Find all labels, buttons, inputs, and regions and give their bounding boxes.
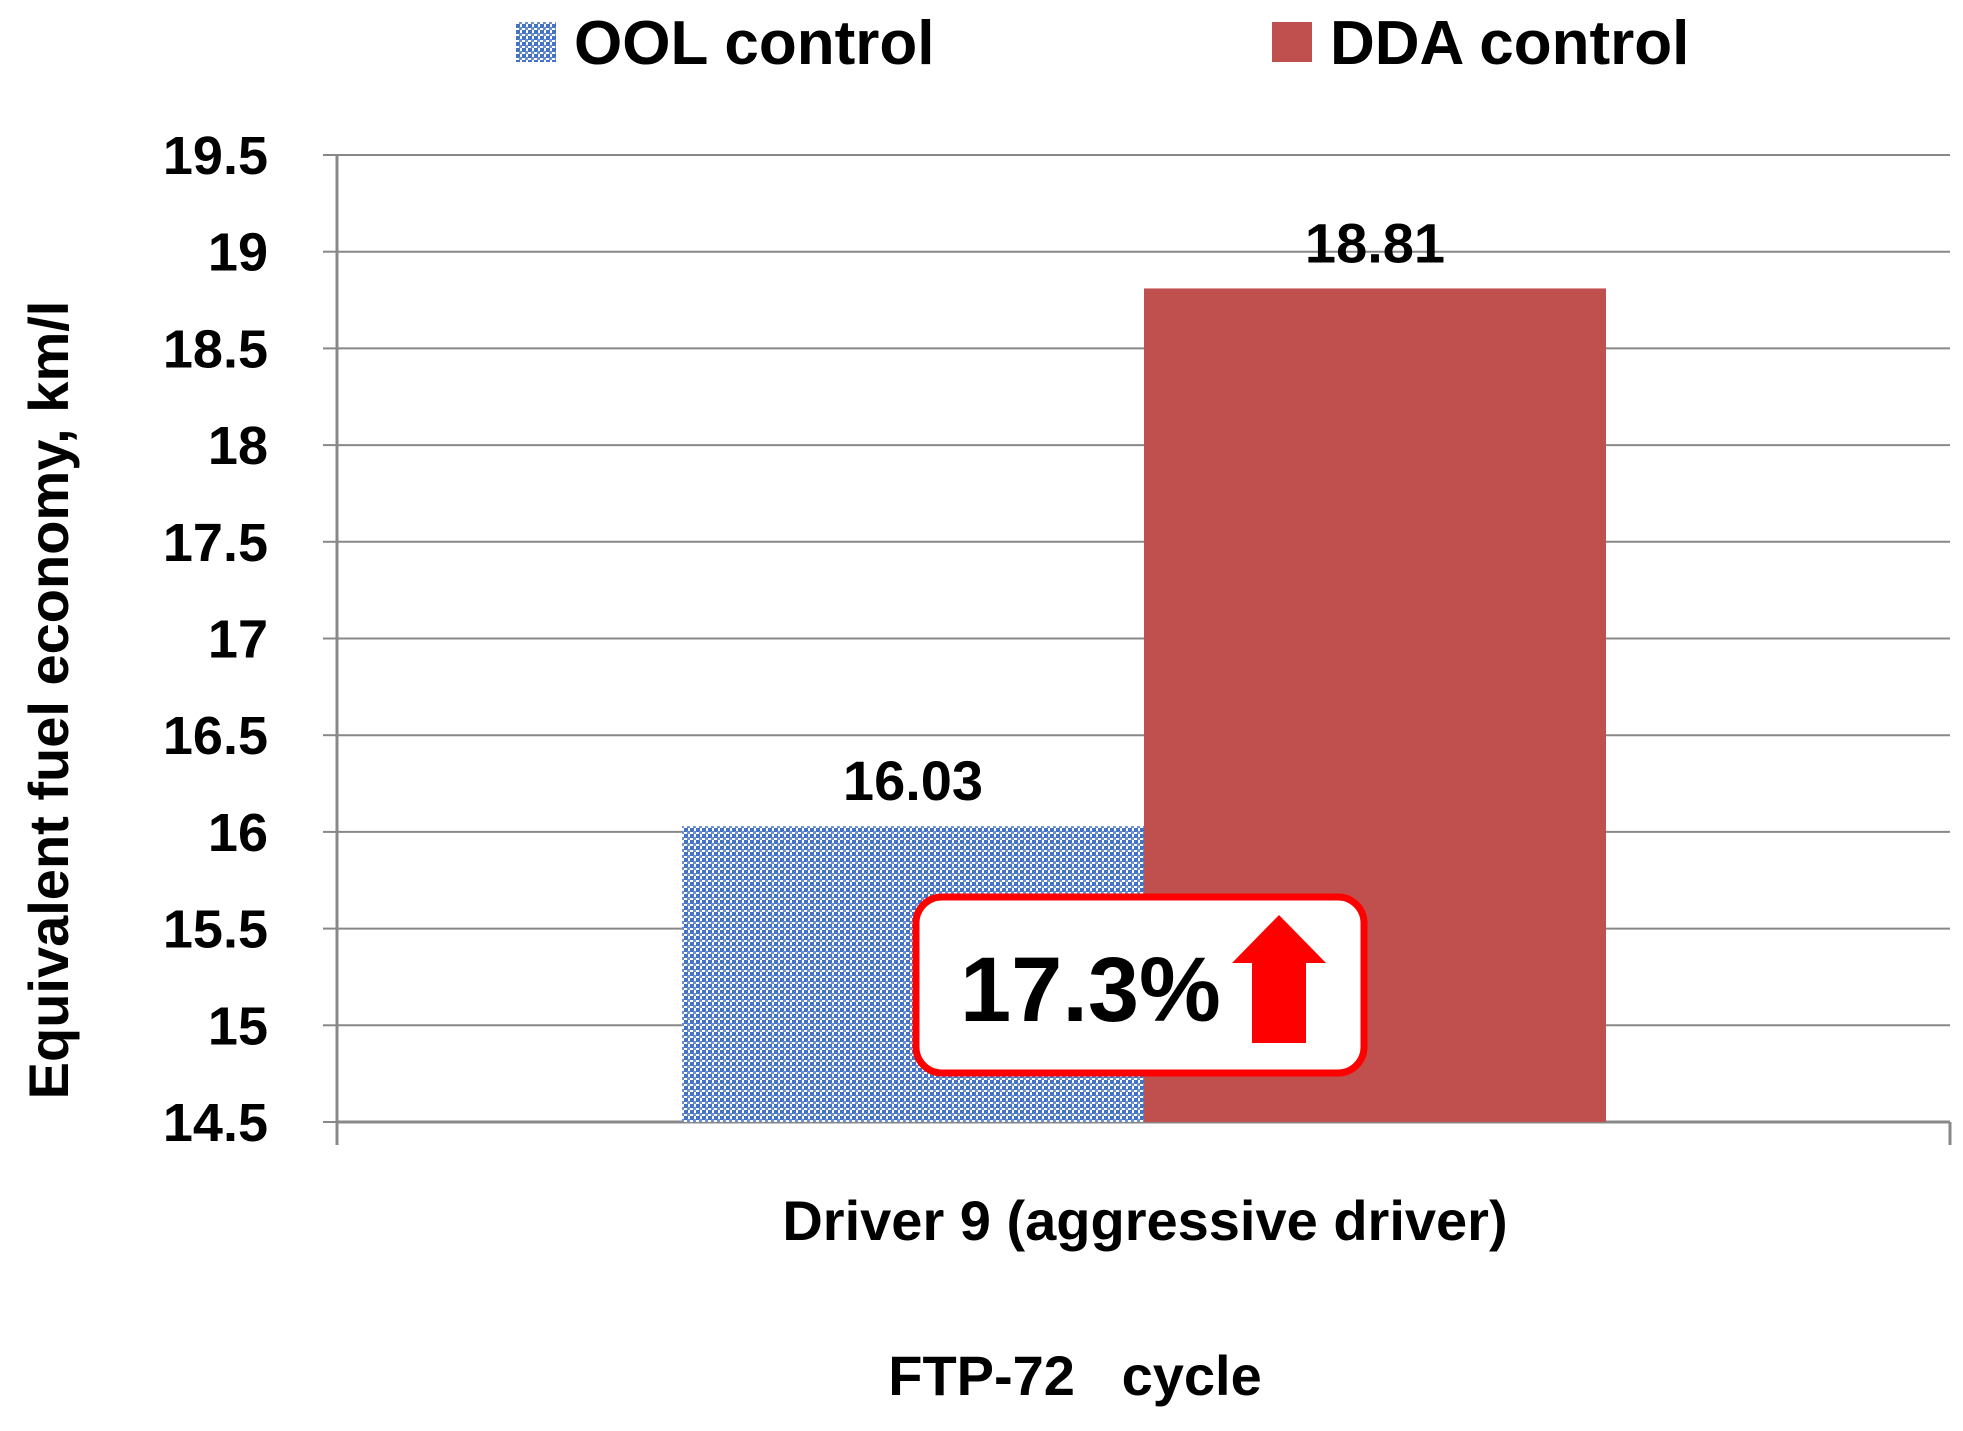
y-tick-label: 18.5 — [163, 319, 268, 379]
y-tick-label: 15 — [208, 996, 268, 1056]
y-tick-label: 16.5 — [163, 706, 268, 766]
callout-percentage: 17.3% — [960, 939, 1221, 1041]
x-axis-title: FTP-72 cycle — [888, 1344, 1262, 1407]
legend-label-dda: DDA control — [1330, 9, 1689, 78]
legend: OOL control DDA control — [516, 9, 1689, 78]
y-tick-label: 18 — [208, 416, 268, 476]
y-axis-tick-labels: 14.5 15 15.5 16 16.5 17 17.5 18 18.5 19 19.5 — [163, 126, 268, 1153]
y-tick-label: 19 — [208, 223, 268, 283]
improvement-callout: 17.3% — [912, 893, 1368, 1077]
data-label-dda: 18.81 — [1305, 211, 1445, 274]
y-tick-label: 19.5 — [163, 126, 268, 186]
y-tick-label: 17 — [208, 610, 268, 670]
y-tick-label: 17.5 — [163, 513, 268, 573]
x-category-label: Driver 9 (aggressive driver) — [782, 1189, 1507, 1252]
y-tick-label: 14.5 — [163, 1093, 268, 1153]
y-tick-label: 15.5 — [163, 900, 268, 960]
legend-item-ool: OOL control — [516, 9, 935, 78]
y-tick-label: 16 — [208, 803, 268, 863]
legend-swatch-ool — [516, 22, 556, 62]
up-arrow-icon — [1232, 915, 1326, 1043]
legend-swatch-dda — [1272, 22, 1312, 62]
data-label-ool: 16.03 — [843, 749, 983, 812]
legend-item-dda: DDA control — [1272, 9, 1689, 78]
y-axis-title: Equivalent fuel economy, km/l — [17, 301, 80, 1100]
legend-label-ool: OOL control — [574, 9, 935, 78]
